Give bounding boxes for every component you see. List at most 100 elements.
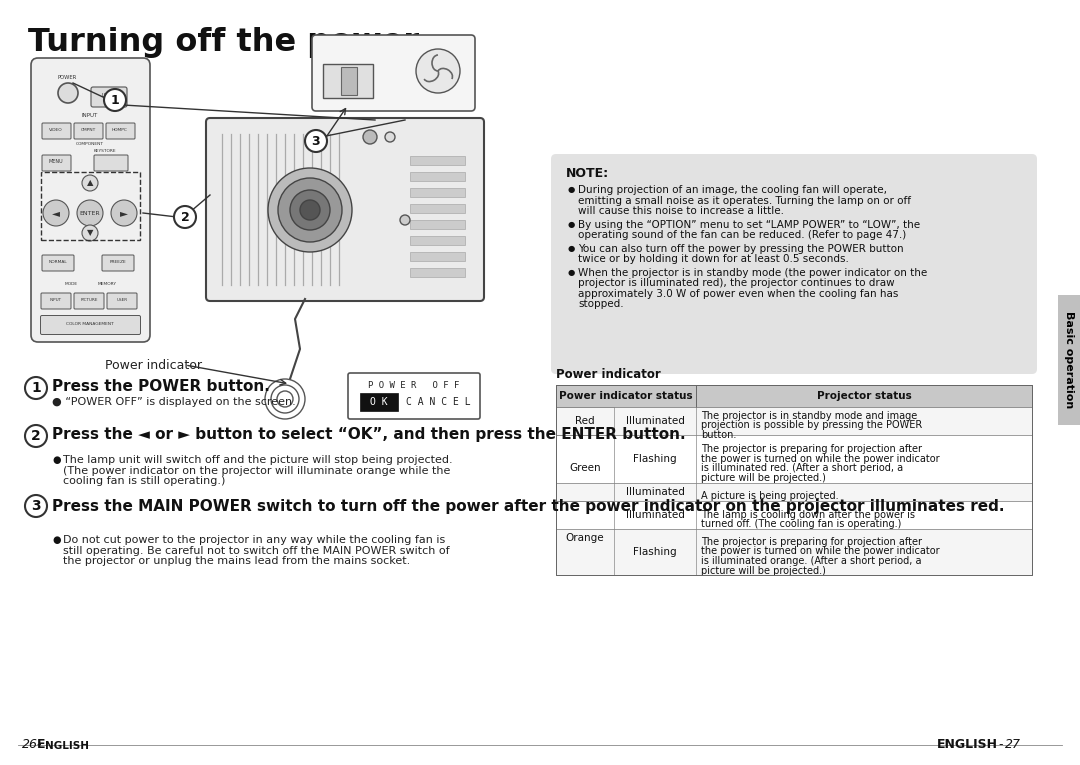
Text: O K: O K — [370, 397, 388, 407]
Text: P O W E R   O F F: P O W E R O F F — [368, 381, 460, 390]
Circle shape — [25, 425, 48, 447]
Text: Red: Red — [576, 416, 595, 426]
Text: NORMAL: NORMAL — [49, 260, 67, 264]
Text: ●: ● — [52, 455, 60, 465]
Text: KEYSTORE: KEYSTORE — [93, 149, 116, 153]
Text: The projector is in standby mode and image: The projector is in standby mode and ima… — [701, 411, 917, 421]
Bar — [410, 156, 465, 165]
Text: 1: 1 — [31, 381, 41, 395]
Bar — [410, 172, 465, 181]
Text: 3: 3 — [312, 135, 321, 148]
Text: approximately 3.0 W of power even when the cooling fan has: approximately 3.0 W of power even when t… — [578, 288, 899, 298]
Text: Illuminated: Illuminated — [625, 510, 685, 520]
Text: Basic operation: Basic operation — [1064, 311, 1074, 409]
Text: projector is illuminated red), the projector continues to draw: projector is illuminated red), the proje… — [578, 278, 894, 288]
Circle shape — [384, 132, 395, 142]
Text: 3: 3 — [31, 499, 41, 513]
FancyBboxPatch shape — [42, 123, 71, 139]
Text: ●: ● — [568, 243, 576, 252]
FancyBboxPatch shape — [323, 64, 373, 98]
Text: Orange: Orange — [566, 533, 605, 543]
Circle shape — [25, 377, 48, 399]
Text: Power indicator status: Power indicator status — [559, 391, 692, 401]
Text: still operating. Be careful not to switch off the MAIN POWER switch of: still operating. Be careful not to switc… — [63, 545, 449, 555]
Text: Flashing: Flashing — [633, 547, 677, 557]
Text: operating sound of the fan can be reduced. (Refer to page 47.): operating sound of the fan can be reduce… — [578, 230, 906, 240]
Circle shape — [305, 130, 327, 152]
Text: is illuminated orange. (After a short period, a: is illuminated orange. (After a short pe… — [701, 556, 921, 566]
Bar — [410, 188, 465, 197]
Bar — [410, 236, 465, 245]
Text: The lamp is cooling down after the power is: The lamp is cooling down after the power… — [701, 509, 915, 519]
Text: 1: 1 — [110, 93, 120, 106]
Text: (The power indicator on the projector will illuminate orange while the: (The power indicator on the projector wi… — [63, 465, 450, 476]
Text: Do not cut power to the projector in any way while the cooling fan is: Do not cut power to the projector in any… — [63, 535, 445, 545]
Circle shape — [77, 200, 103, 226]
Text: picture will be projected.): picture will be projected.) — [701, 565, 826, 575]
Text: ►: ► — [120, 208, 129, 218]
Text: When the projector is in standby mode (the power indicator on the: When the projector is in standby mode (t… — [578, 268, 928, 278]
FancyBboxPatch shape — [42, 155, 71, 171]
Bar — [41, 172, 140, 240]
Text: projection is possible by pressing the POWER: projection is possible by pressing the P… — [701, 420, 922, 430]
Text: is illuminated red. (After a short period, a: is illuminated red. (After a short perio… — [701, 463, 903, 473]
Text: You can also turn off the power by pressing the POWER button: You can also turn off the power by press… — [578, 243, 904, 253]
Text: FREEZE: FREEZE — [110, 260, 126, 264]
Circle shape — [268, 168, 352, 252]
Text: COMPONENT: COMPONENT — [76, 142, 104, 146]
Text: MEMORY: MEMORY — [98, 282, 117, 286]
Text: ●: ● — [568, 268, 576, 276]
Text: Power indicator: Power indicator — [556, 368, 661, 381]
Circle shape — [291, 190, 330, 230]
Text: turned off. (The cooling fan is operating.): turned off. (The cooling fan is operatin… — [701, 519, 902, 529]
Text: cooling fan is still operating.): cooling fan is still operating.) — [63, 476, 226, 486]
Text: By using the “OPTION” menu to set “LAMP POWER” to “LOW”, the: By using the “OPTION” menu to set “LAMP … — [578, 220, 920, 230]
FancyBboxPatch shape — [1058, 295, 1080, 425]
FancyBboxPatch shape — [31, 58, 150, 342]
Text: AC IN ∼: AC IN ∼ — [421, 47, 451, 56]
Text: Green: Green — [569, 463, 600, 473]
Bar — [556, 501, 1032, 529]
Text: ▲: ▲ — [86, 178, 93, 187]
Text: ENGLISH: ENGLISH — [937, 738, 998, 751]
Circle shape — [82, 225, 98, 241]
Circle shape — [278, 178, 342, 242]
Circle shape — [43, 200, 69, 226]
Bar — [410, 252, 465, 261]
Text: MODE: MODE — [65, 282, 78, 286]
Text: HDMPC: HDMPC — [112, 128, 127, 132]
Text: twice or by holding it down for at least 0.5 seconds.: twice or by holding it down for at least… — [578, 254, 849, 264]
Text: 26-: 26- — [22, 738, 42, 751]
FancyBboxPatch shape — [41, 315, 140, 334]
Circle shape — [363, 130, 377, 144]
Text: PICTURE: PICTURE — [80, 298, 98, 302]
Text: ● “POWER OFF” is displayed on the screen.: ● “POWER OFF” is displayed on the screen… — [52, 397, 296, 407]
Text: NGLISH: NGLISH — [45, 741, 89, 751]
Text: INPUT: INPUT — [50, 298, 62, 302]
Text: Illuminated: Illuminated — [625, 487, 685, 497]
Text: The lamp unit will switch off and the picture will stop being projected.: The lamp unit will switch off and the pi… — [63, 455, 453, 465]
Text: C A N C E L: C A N C E L — [406, 397, 470, 407]
Text: 2: 2 — [31, 429, 41, 443]
FancyBboxPatch shape — [107, 293, 137, 309]
Text: POWER: POWER — [57, 75, 77, 80]
Text: ▼: ▼ — [86, 229, 93, 237]
Bar — [410, 268, 465, 277]
Text: Turning off the power: Turning off the power — [28, 27, 419, 58]
Text: -: - — [998, 738, 1002, 751]
Bar — [556, 385, 1032, 407]
FancyBboxPatch shape — [102, 255, 134, 271]
Text: Press the MAIN POWER switch to turn off the power after the power indicator on t: Press the MAIN POWER switch to turn off … — [52, 499, 1004, 514]
FancyBboxPatch shape — [41, 293, 71, 309]
Text: the power is turned on while the power indicator: the power is turned on while the power i… — [701, 546, 940, 556]
Text: Press the ◄ or ► button to select “OK”, and then press the ENTER button.: Press the ◄ or ► button to select “OK”, … — [52, 427, 686, 442]
Circle shape — [111, 200, 137, 226]
FancyBboxPatch shape — [94, 155, 129, 171]
Bar — [341, 67, 357, 95]
Bar — [556, 529, 1032, 575]
Circle shape — [400, 215, 410, 225]
Circle shape — [300, 200, 320, 220]
Text: emitting a small noise as it operates. Turning the lamp on or off: emitting a small noise as it operates. T… — [578, 196, 912, 206]
Text: Flashing: Flashing — [633, 454, 677, 464]
Text: Projector status: Projector status — [816, 391, 912, 401]
